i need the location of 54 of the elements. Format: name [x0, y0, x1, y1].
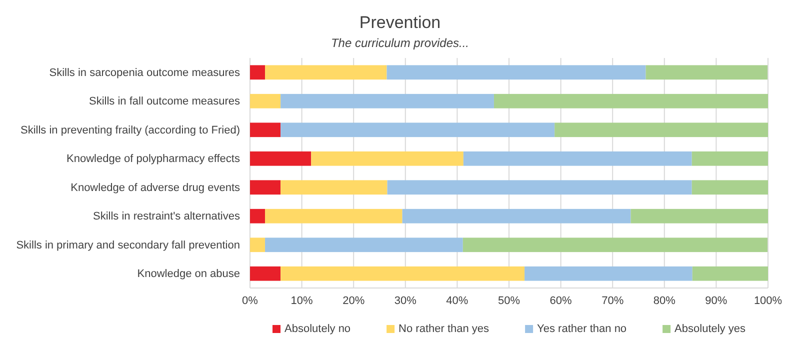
bar	[692, 151, 768, 166]
y-tick-label: Skills in sarcopenia outcome measures	[49, 66, 240, 79]
bar	[265, 65, 387, 80]
y-tick-label: Skills in primary and secondary fall prevention	[16, 239, 240, 252]
bar	[265, 238, 463, 252]
bar	[630, 208, 768, 224]
x-tick-label: 80%	[653, 294, 676, 307]
bar	[280, 266, 525, 281]
bar	[250, 238, 266, 252]
bar	[311, 151, 464, 166]
x-tick-label: 20%	[342, 294, 365, 307]
bar	[692, 266, 768, 281]
bar	[250, 151, 312, 166]
y-tick-label: Skills in restraint's alternatives	[93, 210, 240, 223]
bar	[387, 180, 692, 195]
x-tick-label: 50%	[498, 294, 520, 307]
bar	[386, 65, 646, 80]
legend-label: Absolutely yes	[674, 323, 746, 335]
y-tick-label: Knowledge of adverse drug events	[70, 182, 240, 194]
x-tick-label: 90%	[705, 294, 728, 307]
bar	[463, 151, 692, 166]
bar	[280, 94, 494, 108]
bar	[462, 238, 768, 252]
bar	[402, 208, 631, 224]
x-tick-label: 100%	[754, 294, 782, 307]
bar	[692, 180, 768, 195]
bar	[280, 122, 555, 138]
bar	[646, 65, 768, 80]
bar	[494, 94, 768, 108]
y-tick-label: Skills in fall outcome measures	[88, 96, 240, 108]
bar	[554, 122, 768, 138]
bar	[524, 266, 692, 281]
x-tick-label: 30%	[394, 294, 417, 307]
x-tick-label: 0%	[242, 294, 258, 307]
chart-subtitle: The curriculum provides...	[330, 36, 470, 50]
x-tick-label: 60%	[550, 294, 572, 307]
bar	[250, 180, 281, 195]
bar	[250, 266, 281, 281]
bar	[250, 208, 266, 224]
chart-title: Prevention	[359, 13, 441, 32]
y-tick-label: Knowledge on abuse	[137, 268, 240, 280]
x-tick-label: 10%	[290, 294, 314, 307]
legend-label: Yes rather than no	[537, 323, 627, 335]
x-tick-label: 70%	[602, 294, 624, 307]
y-tick-label: Skills in preventing frailty (according to Fried)	[20, 124, 240, 136]
legend-label: No rather than yes	[398, 323, 490, 335]
legend-label: Absolutely no	[284, 323, 351, 335]
bar	[250, 65, 266, 80]
y-tick-label: Knowledge of polypharmacy effects	[66, 153, 240, 166]
bar	[250, 94, 281, 108]
x-tick-label: 40%	[446, 294, 468, 307]
bar	[280, 180, 388, 195]
bar	[250, 122, 281, 138]
bar	[265, 208, 402, 224]
